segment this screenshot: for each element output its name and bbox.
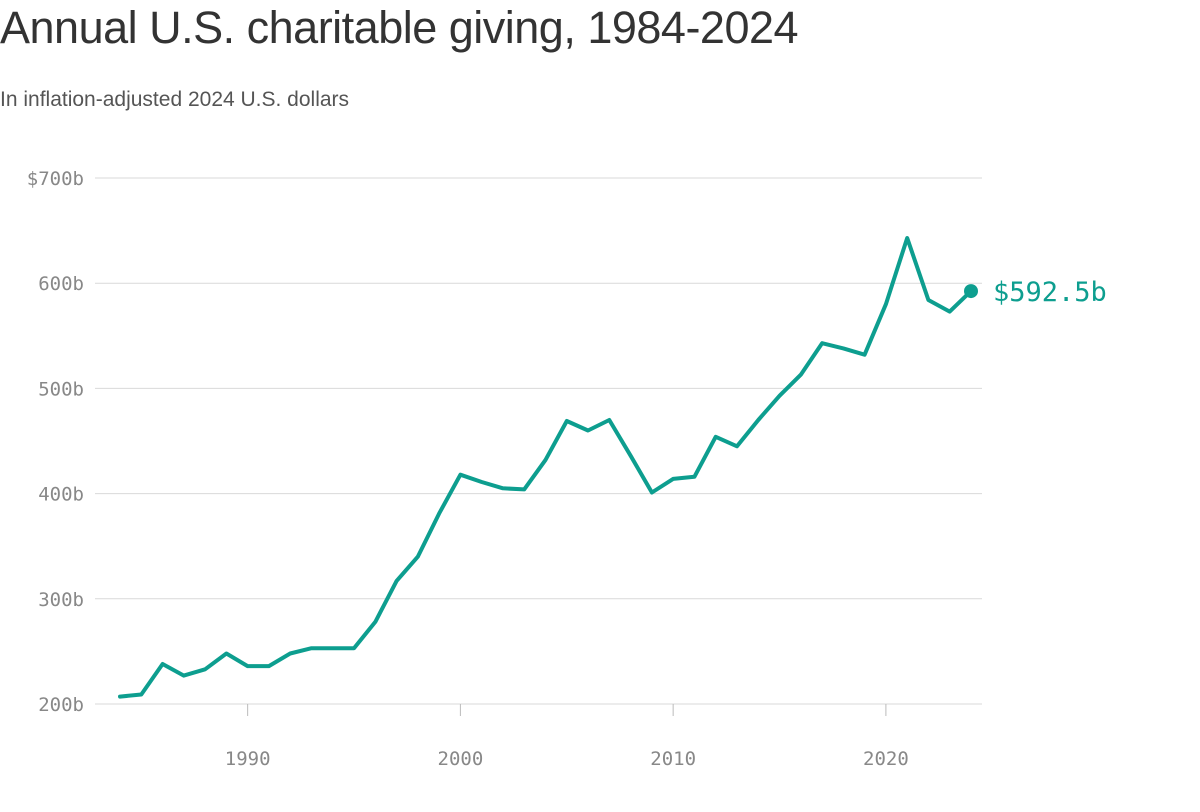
data-point-2017 [820, 341, 824, 345]
data-point-1989 [224, 652, 228, 656]
x-tick-label: 2000 [438, 748, 484, 770]
end-point-marker [964, 284, 978, 299]
data-point-1995 [352, 646, 356, 650]
axis-labels: 200b 300b 400b 500b 600b $700b 1990 2000 2010 202… [27, 168, 909, 770]
y-tick-label: 300b [38, 589, 84, 611]
data-point-2006 [586, 428, 590, 432]
data-point-2015 [778, 394, 782, 398]
data-point-1993 [309, 646, 313, 650]
data-point-2010 [671, 477, 675, 481]
y-tick-label: 200b [38, 694, 84, 716]
data-point-2000 [458, 473, 462, 477]
y-tick-label: 500b [38, 378, 84, 400]
data-point-2020 [884, 302, 888, 306]
data-point-2004 [544, 458, 548, 462]
data-point-1990 [246, 664, 250, 668]
data-point-1986 [161, 662, 165, 666]
data-point-2018 [841, 346, 845, 350]
data-point-2021 [905, 236, 909, 240]
data-point-2005 [565, 419, 569, 423]
chart-subtitle: In inflation-adjusted 2024 U.S. dollars [0, 88, 350, 111]
data-point-1992 [288, 652, 292, 656]
data-point-2016 [799, 373, 803, 377]
x-tick-label: 2020 [863, 748, 909, 770]
data-point-2013 [735, 444, 739, 448]
data-point-2003 [522, 487, 526, 491]
y-tick-label: 600b [38, 273, 84, 295]
data-point-2011 [692, 475, 696, 479]
data-point-2022 [926, 298, 930, 302]
series-layer: $592.5b [118, 236, 1107, 699]
data-point-1994 [331, 646, 335, 650]
data-point-1988 [203, 667, 207, 671]
x-tick-label: 2010 [650, 748, 696, 770]
x-tick-label: 1990 [225, 748, 271, 770]
data-point-2009 [650, 491, 654, 495]
series-line [118, 236, 973, 699]
data-point-1999 [437, 512, 441, 516]
data-point-2019 [863, 353, 867, 357]
data-point-1984 [118, 695, 122, 699]
y-tick-label: $700b [27, 168, 84, 190]
data-point-2014 [756, 418, 760, 422]
data-point-2023 [948, 310, 952, 314]
data-point-1985 [139, 693, 143, 697]
data-point-2012 [714, 435, 718, 439]
data-point-1991 [267, 664, 271, 668]
data-point-1996 [373, 620, 377, 624]
end-value-label: $592.5b [993, 277, 1107, 308]
data-point-2008 [629, 454, 633, 458]
chart-title: Annual U.S. charitable giving, 1984-2024 [0, 2, 799, 53]
data-point-1998 [416, 555, 420, 559]
data-point-2007 [607, 418, 611, 422]
data-point-1997 [395, 579, 399, 583]
data-point-2002 [501, 486, 505, 490]
gridlines [95, 177, 982, 705]
y-tick-label: 400b [38, 484, 84, 506]
data-point-1987 [182, 674, 186, 678]
data-point-2001 [480, 480, 484, 484]
